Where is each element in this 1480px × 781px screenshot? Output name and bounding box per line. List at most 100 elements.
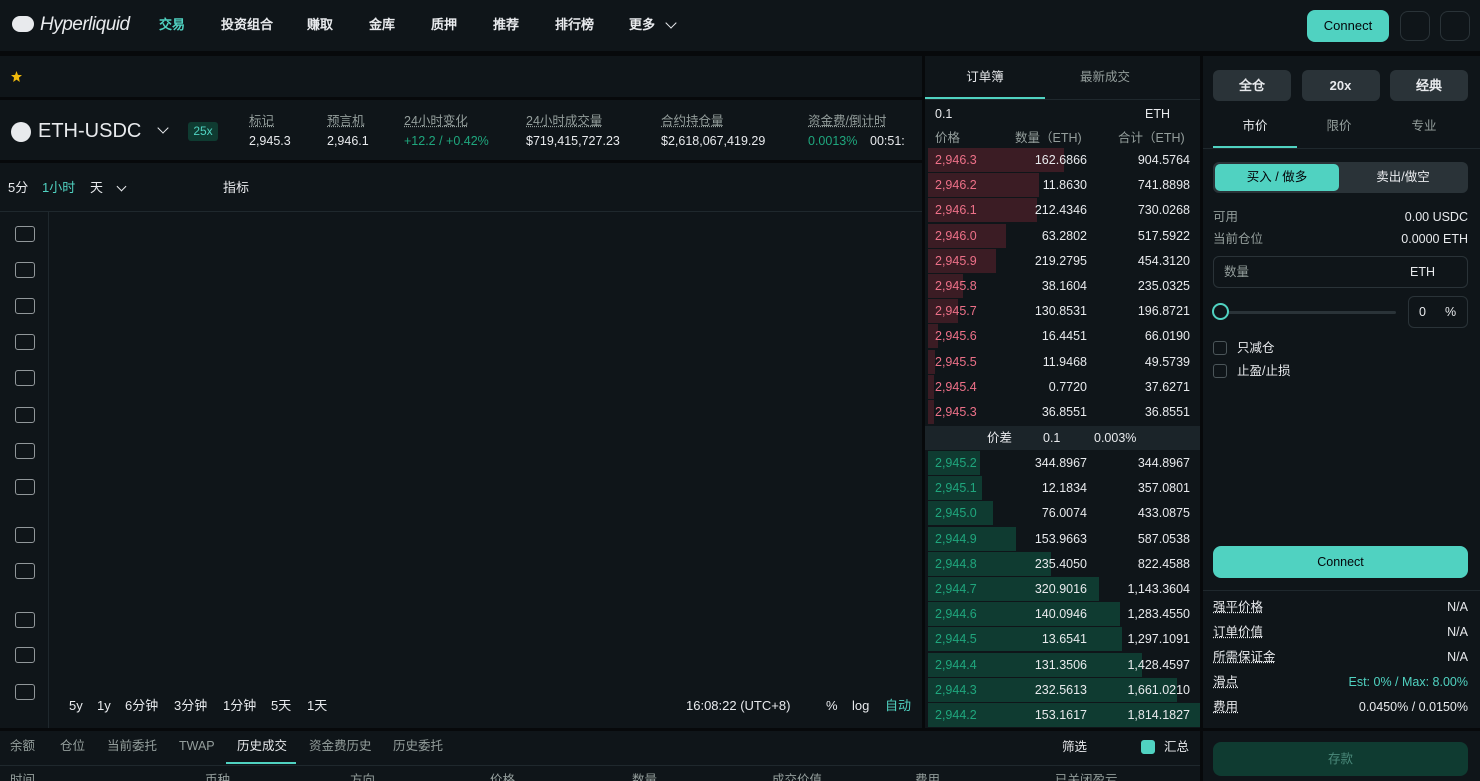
order-price: 2,944.4 [935, 657, 977, 672]
scale-option[interactable]: log [852, 698, 870, 713]
margin-button[interactable]: 经典 [1390, 70, 1468, 101]
range-button[interactable]: 1分钟 [223, 698, 257, 713]
depth-bar [928, 501, 993, 526]
checkbox-label[interactable]: 止盈/止损 [1237, 364, 1291, 378]
order-total: 1,297.1091 [1127, 632, 1190, 647]
pct-value: 0 [1419, 305, 1426, 319]
order-price: 2,944.5 [935, 632, 977, 647]
order-total: 49.5739 [1144, 354, 1190, 369]
bottom-tab[interactable]: 余额 [10, 739, 36, 753]
bottom-tab[interactable]: 历史成交 [237, 739, 288, 753]
range-button[interactable]: 6分钟 [125, 698, 159, 713]
connect-button[interactable]: Connect [1307, 10, 1389, 42]
depth-bar [928, 577, 1100, 601]
nav-item[interactable]: 赚取 [307, 17, 334, 32]
nav-item[interactable]: 质押 [431, 17, 458, 32]
orderbook-header: 合计（ETH) [1118, 131, 1185, 145]
scale-option[interactable]: 自动 [885, 698, 912, 713]
sell-button[interactable]: 卖出/做空 [1376, 170, 1430, 184]
order-type-tab[interactable]: 专业 [1411, 119, 1437, 133]
interval[interactable]: 1小时 [42, 180, 76, 195]
size-label: 数量 [1224, 265, 1250, 279]
nav-item[interactable]: 投资组合 [221, 17, 274, 32]
pct-unit: % [1445, 305, 1457, 319]
order-price: 2,944.3 [935, 682, 977, 697]
slider-track [1221, 311, 1396, 314]
bottom-tab[interactable]: 资金费历史 [309, 739, 372, 753]
toolbar-divider [0, 211, 922, 212]
filter[interactable]: 筛选 [1062, 740, 1088, 754]
range-button[interactable]: 1y [97, 698, 111, 713]
interval[interactable]: 天 [90, 180, 104, 195]
depth-bar [928, 349, 936, 374]
scale-option[interactable]: % [826, 698, 838, 713]
eth-icon [11, 122, 31, 142]
tick-size[interactable]: 0.1 [935, 107, 953, 121]
order-price: 2,945.2 [935, 456, 977, 470]
deposit-button[interactable]: 存款 [1213, 742, 1468, 776]
info-value: N/A [1447, 625, 1468, 639]
orderbook-tab[interactable]: 订单簿 [966, 70, 1004, 84]
clock: 16:08:22 (UTC+8) [686, 698, 791, 713]
info-value: N/A [1447, 600, 1468, 614]
bottom-tab[interactable]: 当前委托 [107, 739, 158, 753]
order-size: 162.6866 [1034, 153, 1087, 167]
order-size: 63.2802 [1041, 228, 1087, 243]
bottom-tab[interactable]: 仓位 [60, 739, 86, 753]
leverage-badge: 25x [188, 122, 218, 141]
bottom-tab[interactable]: TWAP [179, 739, 215, 753]
nav-item[interactable]: 金库 [369, 17, 396, 32]
connect-button[interactable]: Connect [1213, 546, 1468, 578]
order-size: 12.1834 [1041, 481, 1087, 496]
order-size: 344.8967 [1034, 456, 1087, 470]
order-price: 2,944.9 [935, 531, 977, 546]
margin-button[interactable]: 20x [1301, 70, 1380, 101]
order-total: 587.0538 [1137, 531, 1190, 546]
order-total: 433.0875 [1137, 506, 1190, 521]
size-unit: ETH [1410, 265, 1435, 279]
depth-bar [928, 551, 1052, 576]
summary-label[interactable]: 汇总 [1164, 740, 1190, 754]
range-button[interactable]: 1天 [307, 698, 328, 713]
buy-button[interactable]: 买入 / 做多 [1215, 164, 1339, 191]
drawing-tool [15, 647, 35, 663]
bottom-tab[interactable]: 历史委托 [393, 739, 444, 753]
order-type-tab[interactable]: 限价 [1326, 119, 1352, 133]
range-button[interactable]: 3分钟 [174, 698, 208, 713]
checkbox-label[interactable]: 只减仓 [1237, 341, 1275, 355]
order-total: 1,814.1827 [1127, 708, 1190, 722]
order-size: 235.4050 [1034, 556, 1087, 571]
order-size: 38.1604 [1041, 279, 1087, 293]
unit-select[interactable]: ETH [1145, 107, 1170, 121]
indicators[interactable]: 指标 [223, 180, 250, 195]
order-total: 454.3120 [1137, 253, 1190, 268]
order-type-tab[interactable]: 市价 [1242, 119, 1268, 133]
depth-bar [928, 627, 1123, 652]
nav-item[interactable]: 更多 [629, 17, 656, 32]
column-header: 费用 [915, 773, 941, 781]
range-button[interactable]: 5天 [271, 698, 292, 713]
orderbook-header: 价格 [935, 131, 961, 145]
depth-bar [928, 324, 938, 349]
order-size: 16.4451 [1041, 329, 1087, 344]
stat-label: 24小时变化 [404, 114, 468, 128]
info-label: 强平价格 [1213, 600, 1264, 614]
range-button[interactable]: 5y [69, 698, 83, 713]
pair: ETH-USDC [38, 120, 142, 142]
stat-label: 预言机 [327, 114, 365, 128]
order-total: 37.6271 [1144, 379, 1190, 394]
order-size: 232.5613 [1034, 682, 1087, 697]
order-price: 2,946.0 [935, 228, 977, 243]
depth-bar [928, 400, 934, 424]
nav-item[interactable]: 排行榜 [555, 17, 595, 32]
orderbook-tab-underline [925, 97, 1045, 99]
drawing-tool [15, 298, 35, 314]
column-header: 价格 [490, 773, 516, 781]
margin-button[interactable]: 全仓 [1213, 70, 1291, 101]
bottom-tab-underline [226, 762, 296, 764]
nav-item[interactable]: 交易 [159, 17, 186, 32]
interval[interactable]: 5分 [8, 180, 29, 195]
nav-item[interactable]: 推荐 [493, 17, 520, 32]
summary-check [1141, 740, 1155, 754]
orderbook-tab[interactable]: 最新成交 [1079, 70, 1130, 84]
